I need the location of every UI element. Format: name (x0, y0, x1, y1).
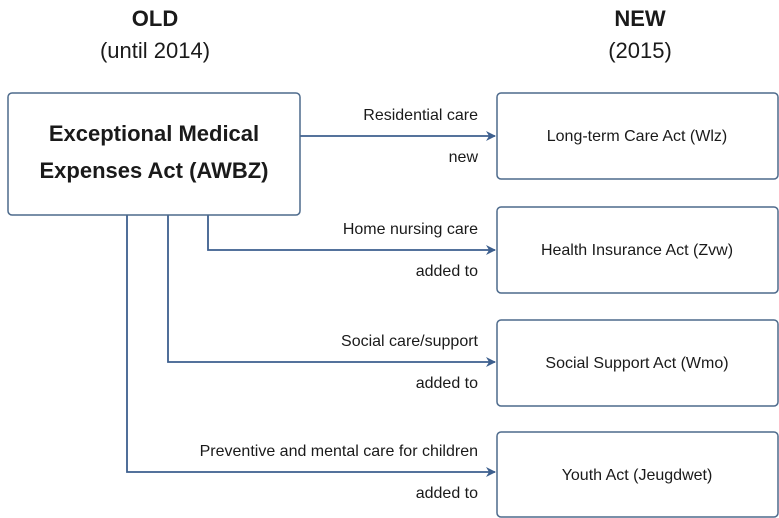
flow-label: Social care/support (341, 333, 479, 350)
target-label: Youth Act (Jeugdwet) (562, 467, 713, 484)
new-title: NEW (614, 6, 666, 31)
source-line: Expenses Act (AWBZ) (39, 158, 268, 183)
target-box (496, 206, 779, 294)
target-box (496, 319, 779, 407)
target-box (496, 92, 779, 180)
flow-label: Preventive and mental care for children (200, 443, 478, 460)
target-label: Health Insurance Act (Zvw) (541, 242, 733, 259)
source-line: Exceptional Medical (49, 121, 259, 146)
target-box (496, 431, 779, 518)
arrow (207, 215, 496, 255)
new-subtitle: (2015) (608, 38, 672, 63)
old-title: OLD (132, 6, 178, 31)
flow-relation: new (449, 149, 479, 166)
source-box (7, 92, 301, 216)
flow-label: Residential care (363, 107, 478, 124)
target-label: Social Support Act (Wmo) (545, 355, 728, 372)
arrow (167, 215, 496, 367)
flow-relation: added to (416, 263, 478, 280)
arrow (126, 215, 496, 477)
flow-relation: added to (416, 485, 478, 502)
flow-label: Home nursing care (343, 221, 478, 238)
old-subtitle: (until 2014) (100, 38, 210, 63)
flow-relation: added to (416, 375, 478, 392)
target-label: Long-term Care Act (Wlz) (547, 128, 727, 145)
flows: Residential care new Long-term Care Act (W… (200, 92, 779, 518)
